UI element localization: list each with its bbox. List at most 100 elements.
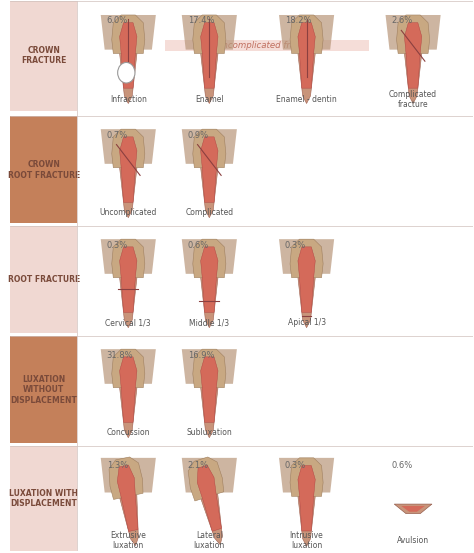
- Polygon shape: [298, 278, 315, 328]
- Text: 0.9%: 0.9%: [188, 131, 209, 140]
- Polygon shape: [182, 458, 237, 493]
- Text: Infraction: Infraction: [110, 95, 147, 104]
- Polygon shape: [298, 247, 315, 312]
- Polygon shape: [119, 23, 137, 88]
- Polygon shape: [119, 357, 137, 422]
- Text: Uncomplicated fracture: Uncomplicated fracture: [217, 41, 318, 50]
- Text: 0.6%: 0.6%: [392, 461, 413, 469]
- Polygon shape: [201, 247, 218, 312]
- Polygon shape: [182, 15, 237, 50]
- Text: CROWN
FRACTURE: CROWN FRACTURE: [21, 46, 66, 65]
- Polygon shape: [119, 388, 137, 438]
- Text: 0.3%: 0.3%: [107, 241, 128, 250]
- Text: Complicated
fracture: Complicated fracture: [389, 90, 437, 109]
- Polygon shape: [109, 457, 143, 499]
- Text: 0.7%: 0.7%: [107, 131, 128, 140]
- Polygon shape: [201, 494, 222, 545]
- Polygon shape: [404, 54, 422, 103]
- Text: 0.3%: 0.3%: [285, 241, 306, 250]
- Bar: [165, 40, 369, 51]
- Polygon shape: [119, 168, 137, 218]
- Text: LUXATION
WITHOUT
DISPLACEMENT: LUXATION WITHOUT DISPLACEMENT: [10, 375, 77, 405]
- Polygon shape: [101, 349, 156, 384]
- Polygon shape: [101, 239, 156, 274]
- Polygon shape: [201, 278, 218, 328]
- Polygon shape: [404, 23, 422, 88]
- Text: Concussion: Concussion: [107, 428, 150, 437]
- Circle shape: [118, 62, 135, 83]
- Text: CROWN
ROOT FRACTURE: CROWN ROOT FRACTURE: [8, 160, 80, 180]
- Polygon shape: [119, 278, 137, 328]
- Polygon shape: [119, 54, 137, 103]
- Text: 17.4%: 17.4%: [188, 16, 214, 25]
- Polygon shape: [298, 497, 315, 546]
- Text: Cervical 1/3: Cervical 1/3: [106, 318, 151, 327]
- Text: Lateral
luxation: Lateral luxation: [194, 530, 225, 550]
- Polygon shape: [112, 239, 145, 278]
- Text: Apical 1/3: Apical 1/3: [288, 318, 326, 327]
- Text: Enamel: Enamel: [195, 95, 224, 104]
- Polygon shape: [197, 465, 221, 531]
- Polygon shape: [201, 388, 218, 438]
- Polygon shape: [290, 15, 323, 54]
- Polygon shape: [112, 129, 145, 168]
- Polygon shape: [120, 494, 138, 546]
- Polygon shape: [279, 239, 334, 274]
- Bar: [10, 116, 77, 223]
- Text: 18.2%: 18.2%: [285, 16, 311, 25]
- Text: Complicated: Complicated: [185, 208, 233, 217]
- Text: Subluxation: Subluxation: [186, 428, 232, 437]
- Text: Intrusive
luxation: Intrusive luxation: [290, 530, 323, 550]
- Polygon shape: [119, 247, 137, 312]
- Polygon shape: [394, 504, 432, 514]
- Polygon shape: [385, 15, 441, 50]
- Text: ROOT FRACTURE: ROOT FRACTURE: [8, 275, 80, 284]
- Polygon shape: [201, 23, 218, 88]
- Polygon shape: [188, 457, 224, 501]
- Polygon shape: [201, 357, 218, 422]
- Polygon shape: [201, 54, 218, 103]
- Polygon shape: [290, 458, 323, 497]
- Text: Enamel - dentin: Enamel - dentin: [276, 95, 337, 104]
- Text: LUXATION WITH
DISPLACEMENT: LUXATION WITH DISPLACEMENT: [9, 489, 78, 508]
- Polygon shape: [101, 458, 156, 493]
- Polygon shape: [182, 239, 237, 274]
- Bar: [10, 336, 77, 444]
- Text: 2.6%: 2.6%: [392, 16, 413, 25]
- Polygon shape: [112, 15, 145, 54]
- Polygon shape: [201, 168, 218, 218]
- Polygon shape: [298, 466, 315, 531]
- Polygon shape: [117, 465, 138, 531]
- Polygon shape: [193, 15, 226, 54]
- Text: 2.1%: 2.1%: [188, 461, 209, 469]
- Polygon shape: [298, 54, 315, 103]
- Polygon shape: [101, 15, 156, 50]
- Bar: [10, 446, 77, 551]
- Polygon shape: [279, 458, 334, 493]
- Polygon shape: [182, 349, 237, 384]
- Text: 6.0%: 6.0%: [107, 16, 128, 25]
- Polygon shape: [112, 349, 145, 388]
- Polygon shape: [279, 15, 334, 50]
- Text: Middle 1/3: Middle 1/3: [189, 318, 229, 327]
- Polygon shape: [193, 239, 226, 278]
- Bar: [10, 226, 77, 333]
- Text: Extrusive
luxation: Extrusive luxation: [110, 530, 146, 550]
- Text: Uncomplicated: Uncomplicated: [100, 208, 157, 217]
- Polygon shape: [401, 506, 425, 512]
- Polygon shape: [119, 137, 137, 202]
- Text: Avulsion: Avulsion: [397, 536, 429, 545]
- Text: 1.3%: 1.3%: [107, 461, 128, 469]
- Polygon shape: [290, 239, 323, 278]
- Polygon shape: [193, 129, 226, 168]
- Polygon shape: [298, 23, 315, 88]
- Polygon shape: [201, 137, 218, 202]
- Polygon shape: [182, 129, 237, 164]
- Text: 31.8%: 31.8%: [107, 351, 133, 360]
- Text: 16.9%: 16.9%: [188, 351, 214, 360]
- Text: 0.3%: 0.3%: [285, 461, 306, 469]
- Text: 0.6%: 0.6%: [188, 241, 209, 250]
- Bar: [10, 1, 77, 111]
- Polygon shape: [193, 349, 226, 388]
- Polygon shape: [397, 15, 429, 54]
